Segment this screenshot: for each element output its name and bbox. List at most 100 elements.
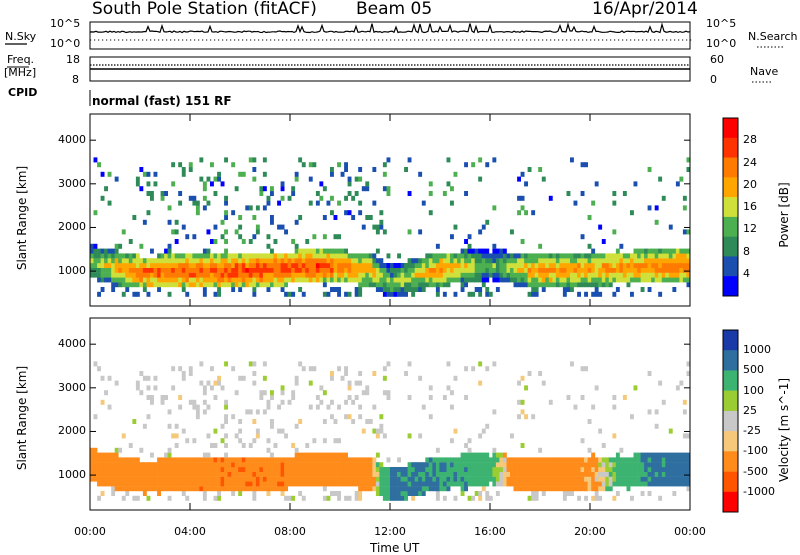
power-cell [270,272,274,278]
velocity-cell [199,457,204,463]
power-cell [294,176,299,182]
velocity-cell [245,462,250,468]
power-cell [379,267,384,273]
power-cell [615,287,620,292]
velocity-cell [259,390,264,396]
velocity-cell [114,486,119,492]
velocity-cell [524,414,528,420]
power-cell [90,253,94,259]
power-cell [164,253,168,259]
power-cell [442,267,447,273]
velocity-cell [248,486,253,492]
velocity-cell [390,476,394,482]
power-cell [573,267,578,273]
power-cell [566,272,571,278]
velocity-cell [164,486,168,492]
velocity-cell [541,481,546,487]
velocity-cell [206,471,211,477]
power-cell [612,258,617,264]
power-cell [322,253,327,259]
power-cell [337,263,341,268]
velocity-cell [506,476,511,482]
power-cell [446,282,451,288]
velocity-colorbar-segment [723,491,738,513]
power-cell [407,277,412,283]
velocity-cell [217,476,221,482]
velocity-cell [562,486,567,492]
velocity-cell [612,495,617,501]
power-cell [375,267,380,273]
power-cell [333,234,338,240]
velocity-cell [322,486,327,492]
velocity-cell [562,476,567,482]
power-cell [450,267,454,273]
velocity-cell [658,495,663,501]
power-cell [453,171,458,177]
velocity-cell [637,476,641,482]
velocity-cell [125,476,130,482]
velocity-cell [100,462,105,468]
power-cell [252,253,257,259]
velocity-cell [284,462,288,468]
velocity-cell [125,491,130,496]
power-cell [358,263,363,268]
velocity-cell [167,476,172,482]
velocity-cell [199,361,204,367]
power-cell [132,277,137,283]
velocity-cell [661,481,666,487]
velocity-cell [199,486,204,492]
velocity-cell [654,481,659,487]
power-cell [97,272,101,278]
velocity-cell [252,481,257,487]
velocity-cell [393,471,398,477]
power-cell [485,258,490,264]
power-cell [541,277,546,283]
power-cell [294,258,299,264]
velocity-cell [202,409,207,415]
power-cell [428,277,433,283]
velocity-cell [167,457,172,463]
power-cell [104,258,108,264]
power-cell [270,267,274,273]
power-cell [524,253,528,259]
velocity-cell [150,395,154,400]
power-cell [202,282,207,288]
power-cell [375,282,380,288]
power-cell [390,277,394,283]
power-cell [280,258,285,264]
power-cell [637,248,641,254]
velocity-cell [686,457,691,463]
power-cell [326,263,331,268]
power-cell [199,267,204,273]
power-cell [630,263,634,268]
power-cell [382,171,387,177]
power-cell [390,287,394,292]
power-cell [248,263,253,268]
velocity-cell [178,486,183,492]
velocity-cell [135,467,140,472]
power-cell [686,263,691,268]
velocity-cell [411,476,416,482]
power-cell [552,267,557,273]
power-cell [259,282,264,288]
velocity-cell [559,471,564,477]
velocity-cell [686,433,691,439]
velocity-cell [171,471,176,477]
velocity-cell [390,481,394,487]
power-cell [93,272,98,278]
velocity-cell [171,476,176,482]
velocity-cell [312,452,317,458]
power-cell [580,253,585,259]
velocity-colorbar-segment [723,370,738,391]
power-cell [382,186,387,192]
power-cell [510,267,514,273]
power-cell [164,267,168,273]
velocity-cell [266,467,271,472]
power-cell [365,282,370,288]
power-cell [534,272,539,278]
power-cell [128,253,133,259]
power-cell [647,267,652,273]
power-cell [598,282,603,288]
velocity-cell [478,471,483,477]
power-cell [601,263,606,268]
